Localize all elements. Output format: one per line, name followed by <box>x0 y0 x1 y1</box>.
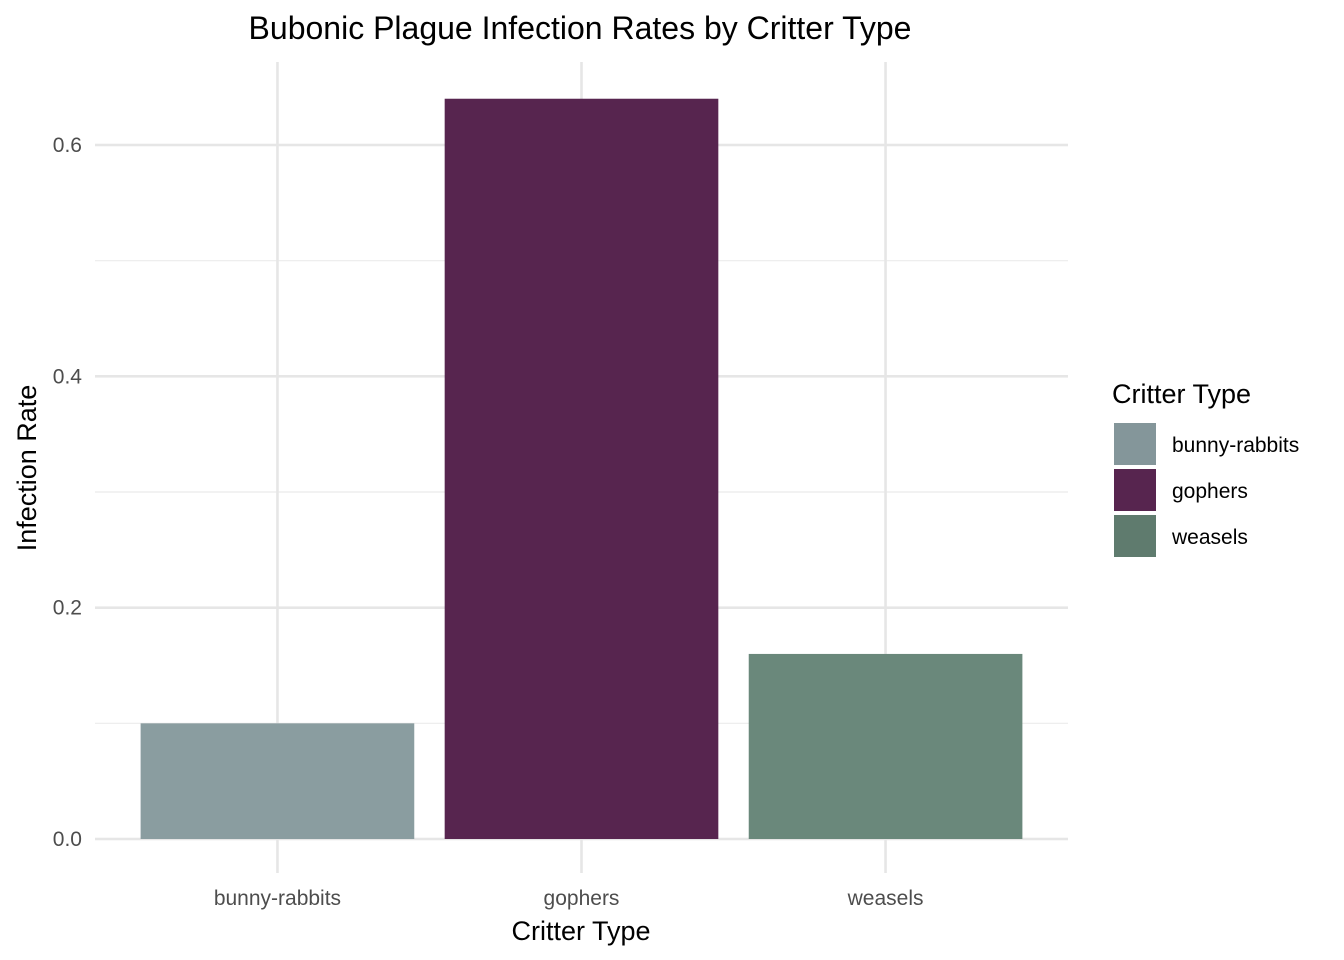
chart-title: Bubonic Plague Infection Rates by Critte… <box>249 10 912 46</box>
legend-swatch-gophers <box>1114 469 1156 511</box>
y-tick-label: 0.6 <box>53 134 82 157</box>
legend: Critter Type bunny-rabbits gophers weasels <box>1112 379 1299 557</box>
y-axis-ticks: 0.0 0.2 0.4 0.6 <box>53 134 83 851</box>
y-tick-label: 0.4 <box>53 365 83 388</box>
bars-group <box>140 98 1023 839</box>
legend-label-weasels: weasels <box>1171 526 1248 549</box>
x-axis-title: Critter Type <box>511 916 650 946</box>
bar-bunny-rabbits <box>140 723 415 839</box>
bar-gophers <box>444 98 719 839</box>
legend-label-bunny-rabbits: bunny-rabbits <box>1172 434 1299 457</box>
legend-swatch-weasels <box>1114 515 1156 557</box>
x-tick-label: weasels <box>847 887 924 910</box>
bar-weasels <box>748 653 1023 839</box>
legend-swatch-bunny-rabbits <box>1114 423 1156 465</box>
y-tick-label: 0.0 <box>53 828 82 851</box>
legend-items: bunny-rabbits gophers weasels <box>1114 423 1299 557</box>
legend-label-gophers: gophers <box>1172 480 1248 503</box>
x-tick-label: gophers <box>544 887 620 910</box>
y-tick-label: 0.2 <box>53 597 82 620</box>
legend-title: Critter Type <box>1112 379 1251 409</box>
x-tick-label: bunny-rabbits <box>214 887 341 910</box>
y-axis-title: Infection Rate <box>12 385 42 552</box>
x-axis-ticks: bunny-rabbits gophers weasels <box>214 887 924 910</box>
